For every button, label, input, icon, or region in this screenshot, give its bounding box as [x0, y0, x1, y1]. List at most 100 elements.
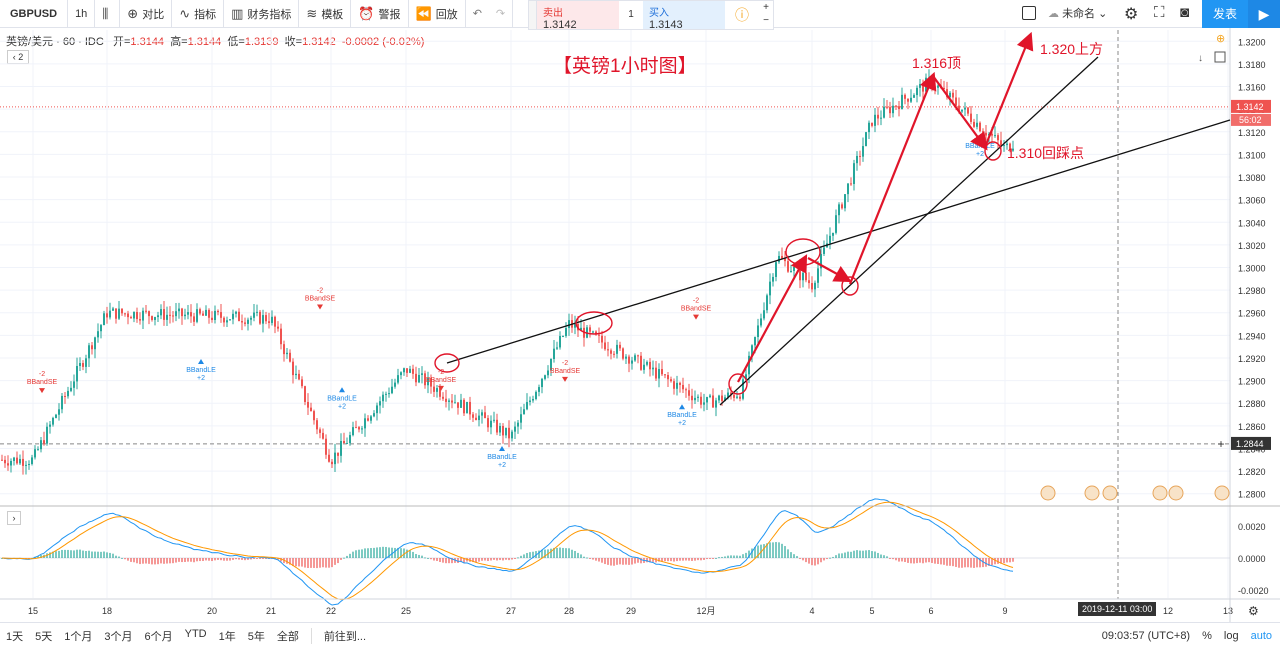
macd-histogram-bar — [592, 558, 594, 560]
sell-button[interactable]: 卖出 1.3142 — [537, 1, 619, 31]
candle-body — [340, 440, 342, 456]
candle-body — [985, 132, 987, 136]
macd-histogram-bar — [598, 558, 600, 562]
signal-label: BBandSE — [681, 306, 712, 313]
candle-body — [82, 363, 84, 367]
macd-histogram-bar — [790, 552, 792, 558]
gear-icon[interactable]: ⚙ — [1124, 6, 1139, 23]
candle-body — [769, 281, 771, 296]
candle-body — [694, 397, 696, 401]
range-button-8[interactable]: 全部 — [276, 630, 299, 643]
candle-body — [928, 77, 930, 79]
candle-body — [28, 463, 30, 465]
candle-body — [217, 310, 219, 313]
macd-histogram-bar — [910, 558, 912, 564]
macd-histogram-bar — [766, 543, 768, 558]
range-button-5[interactable]: YTD — [184, 627, 207, 640]
divider — [310, 627, 312, 644]
publish-button[interactable]: 发表 — [1202, 0, 1248, 28]
replay-button[interactable]: ⏪ 回放 — [409, 0, 466, 28]
candle-body — [736, 396, 738, 398]
macd-histogram-bar — [364, 548, 366, 558]
range-button-0[interactable]: 1天 — [6, 630, 24, 643]
macd-histogram-bar — [847, 551, 849, 558]
fullscreen-icon[interactable]: ⛶ — [1154, 4, 1165, 21]
range-button-7[interactable]: 5年 — [247, 630, 265, 643]
camera-icon[interactable]: ◙ — [1180, 4, 1190, 21]
candle-body — [934, 86, 936, 88]
macd-histogram-bar — [334, 558, 336, 565]
play-icon[interactable]: ▶ — [1248, 0, 1280, 28]
macd-histogram-bar — [1009, 558, 1011, 563]
macd-histogram-bar — [289, 558, 291, 565]
indicators-button[interactable]: ∿ 指标 — [172, 0, 225, 28]
quantity-field[interactable]: 1 — [628, 9, 634, 20]
info-icon[interactable]: ⓘ — [735, 7, 749, 23]
candle-body — [286, 352, 288, 355]
macd-histogram-bar — [121, 557, 123, 559]
auto-toggle[interactable]: auto — [1250, 630, 1272, 642]
candle-body — [862, 146, 864, 157]
templates-button[interactable]: ≋ 模板 — [299, 0, 352, 28]
candle-body — [412, 368, 414, 374]
collapse-macd-button[interactable]: › — [7, 511, 21, 525]
financials-button[interactable]: ▥ 财务指标 — [224, 0, 300, 28]
sell-arrow-icon — [693, 314, 699, 320]
candle-body — [280, 328, 282, 345]
qty-stepper[interactable]: + − — [763, 2, 769, 26]
candle-body — [247, 319, 249, 324]
candle-body — [178, 308, 180, 312]
symbol-search[interactable]: GBPUSD — [0, 0, 69, 28]
macd-histogram-bar — [457, 558, 459, 563]
candle-body — [103, 313, 105, 326]
macd-histogram-bar — [385, 546, 387, 558]
candle-body — [49, 424, 51, 427]
candle-body — [154, 317, 156, 320]
candle-body — [982, 131, 984, 133]
range-button-2[interactable]: 1个月 — [64, 630, 93, 643]
undo-button[interactable]: ↶ — [472, 8, 482, 20]
candle-body — [835, 215, 837, 233]
compare-button[interactable]: ⊕ 对比 — [120, 0, 173, 28]
drag-handle[interactable] — [529, 1, 537, 29]
candle-body — [676, 382, 678, 389]
range-button-1[interactable]: 5天 — [35, 630, 53, 643]
macd-histogram-bar — [391, 547, 393, 558]
candle-body — [706, 397, 708, 403]
macd-histogram-bar — [670, 558, 672, 562]
macd-histogram-bar — [976, 558, 978, 568]
x-tick-label: 20 — [207, 606, 217, 616]
candle-body — [556, 347, 558, 349]
buy-button[interactable]: 买入 1.3143 — [643, 1, 725, 31]
square-icon[interactable] — [1022, 6, 1036, 20]
macd-histogram-bar — [934, 558, 936, 564]
candle-body — [466, 401, 468, 414]
goto-button[interactable]: 前往到... — [323, 630, 367, 643]
signal-label: BBandLE — [487, 454, 517, 461]
macd-histogram-bar — [826, 558, 828, 560]
range-button-4[interactable]: 6个月 — [144, 630, 173, 643]
macd-histogram-bar — [820, 558, 822, 563]
candles-icon: ⫼ — [102, 5, 109, 21]
range-button-3[interactable]: 3个月 — [104, 630, 133, 643]
macd-histogram-bar — [997, 558, 999, 564]
macd-histogram-bar — [328, 558, 330, 568]
alert-button[interactable]: ⏰ 警报 — [351, 0, 409, 28]
candle-body — [889, 107, 891, 114]
macd-histogram-bar — [517, 557, 519, 559]
macd-histogram-bar — [715, 557, 717, 559]
layout-name[interactable]: ☁ 未命名 ⌄ — [1048, 8, 1108, 20]
chart-type-button[interactable]: ⫼ — [95, 0, 121, 28]
macd-histogram-bar — [757, 545, 759, 558]
candle-body — [88, 345, 90, 359]
candle-body — [442, 396, 444, 399]
percent-toggle[interactable]: % — [1202, 630, 1212, 642]
interval-selector[interactable]: 1h — [68, 0, 96, 28]
macd-histogram-bar — [157, 558, 159, 565]
price-chart[interactable]: -2BBandSEBBandLE+2-2BBandSEBBandLE+2-2BB… — [0, 0, 1280, 622]
range-button-6[interactable]: 1年 — [218, 630, 236, 643]
log-toggle[interactable]: log — [1223, 630, 1239, 642]
macd-histogram-bar — [52, 551, 54, 558]
redo-button[interactable]: ↷ — [489, 0, 514, 28]
macd-histogram-bar — [784, 546, 786, 558]
